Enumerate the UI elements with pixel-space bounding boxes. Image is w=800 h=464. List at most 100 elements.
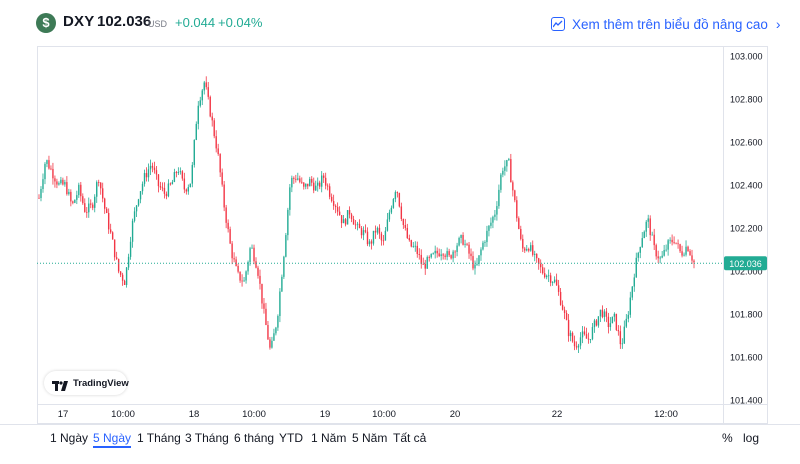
candle-body [324,177,327,186]
candle-body [285,235,287,257]
candle [607,312,610,334]
candle-body [649,218,651,236]
currency-label: USD [148,19,168,29]
candle [305,183,307,190]
candle-body [319,182,321,187]
candle [575,341,578,350]
candle [635,252,637,278]
x-tick-label: 20 [450,409,461,420]
candle-body [474,264,476,269]
candle [563,306,566,320]
candle [629,291,631,318]
candle [191,161,193,188]
candle [205,76,207,90]
candle-body [452,251,454,259]
candle-body [56,181,58,185]
chart-canvas[interactable]: 101.400 101.600 101.800 102.000 102.200 102.4… [37,46,768,424]
range-all[interactable]: Tất cả [393,431,427,445]
candle [494,210,496,221]
candle-body [442,254,444,256]
x-tick-label: 18 [189,409,200,420]
candle-body [78,184,80,196]
range-1m[interactable]: 1 Tháng [137,431,181,445]
range-5d[interactable]: 5 Ngày [93,431,132,448]
candle [693,259,695,269]
quote-header: $ DXY 102.036 USD +0.044 +0.04% Xem thêm… [0,0,800,46]
candle [293,176,295,184]
candle-body [466,243,468,245]
candle-body [677,243,679,245]
candle [265,302,267,326]
candle [338,206,341,216]
candle [145,167,148,182]
candle [317,177,319,192]
candle [102,182,104,203]
candle [673,236,675,245]
candle-body [478,255,480,264]
candle [685,240,687,257]
candle [637,251,639,262]
candle [332,194,335,210]
candle [235,256,237,267]
candle [253,244,255,265]
range-1y[interactable]: 1 Năm [311,431,347,445]
candle-body [404,225,407,228]
candle [490,217,492,229]
candle-body [553,279,556,283]
candle-body [211,116,213,121]
candle-body [617,329,620,332]
candle-body [68,191,70,195]
candle [625,314,628,329]
candle-body [82,196,84,204]
range-1d[interactable]: 1 Ngày [50,431,89,445]
price-chart[interactable]: 101.400 101.600 101.800 102.000 102.200 102.4… [37,46,768,424]
advanced-chart-link[interactable]: Xem thêm trên biểu đồ nâng cao › [551,14,781,34]
candle [271,336,273,349]
candle-body [326,185,329,187]
candle-body [506,160,508,167]
candle-body [189,183,192,188]
candle-body [561,304,564,310]
candle [502,167,504,178]
range-3m[interactable]: 3 Tháng [185,431,229,445]
log-scale-toggle[interactable]: log [743,431,760,445]
candle [414,241,416,252]
candle [127,253,130,271]
candle-body [402,218,405,226]
symbol-name: DXY [63,13,95,30]
candle [402,218,405,229]
range-ytd[interactable]: YTD [279,431,303,445]
candle-body [307,183,309,187]
candle-body [557,285,560,292]
candle-body [153,167,156,171]
candle-body [84,203,86,212]
candle-body [565,313,568,320]
percent-scale-toggle[interactable]: % [722,431,733,445]
candle [356,221,359,231]
candle-body [659,257,661,259]
candle-body [428,257,430,258]
candle-body [98,182,100,183]
candle-body [647,218,649,222]
candle-body [683,254,685,256]
candle [42,173,44,193]
candle-body [334,205,337,208]
candle-body [372,230,375,244]
range-5y[interactable]: 5 Năm [352,431,388,445]
candle-body [70,191,72,202]
candle [639,246,641,259]
candle [62,177,64,186]
candle [376,226,379,235]
candle-body [559,291,562,305]
candle-body [412,246,414,247]
range-6m[interactable]: 6 tháng [234,431,275,445]
candle [416,241,418,258]
candle-body [524,248,526,251]
candle [528,247,530,253]
candle [498,184,500,209]
candle [173,168,176,183]
candle [111,231,114,240]
candle-body [675,242,677,244]
tradingview-logo[interactable]: TradingView [44,371,129,395]
candle [307,183,309,190]
